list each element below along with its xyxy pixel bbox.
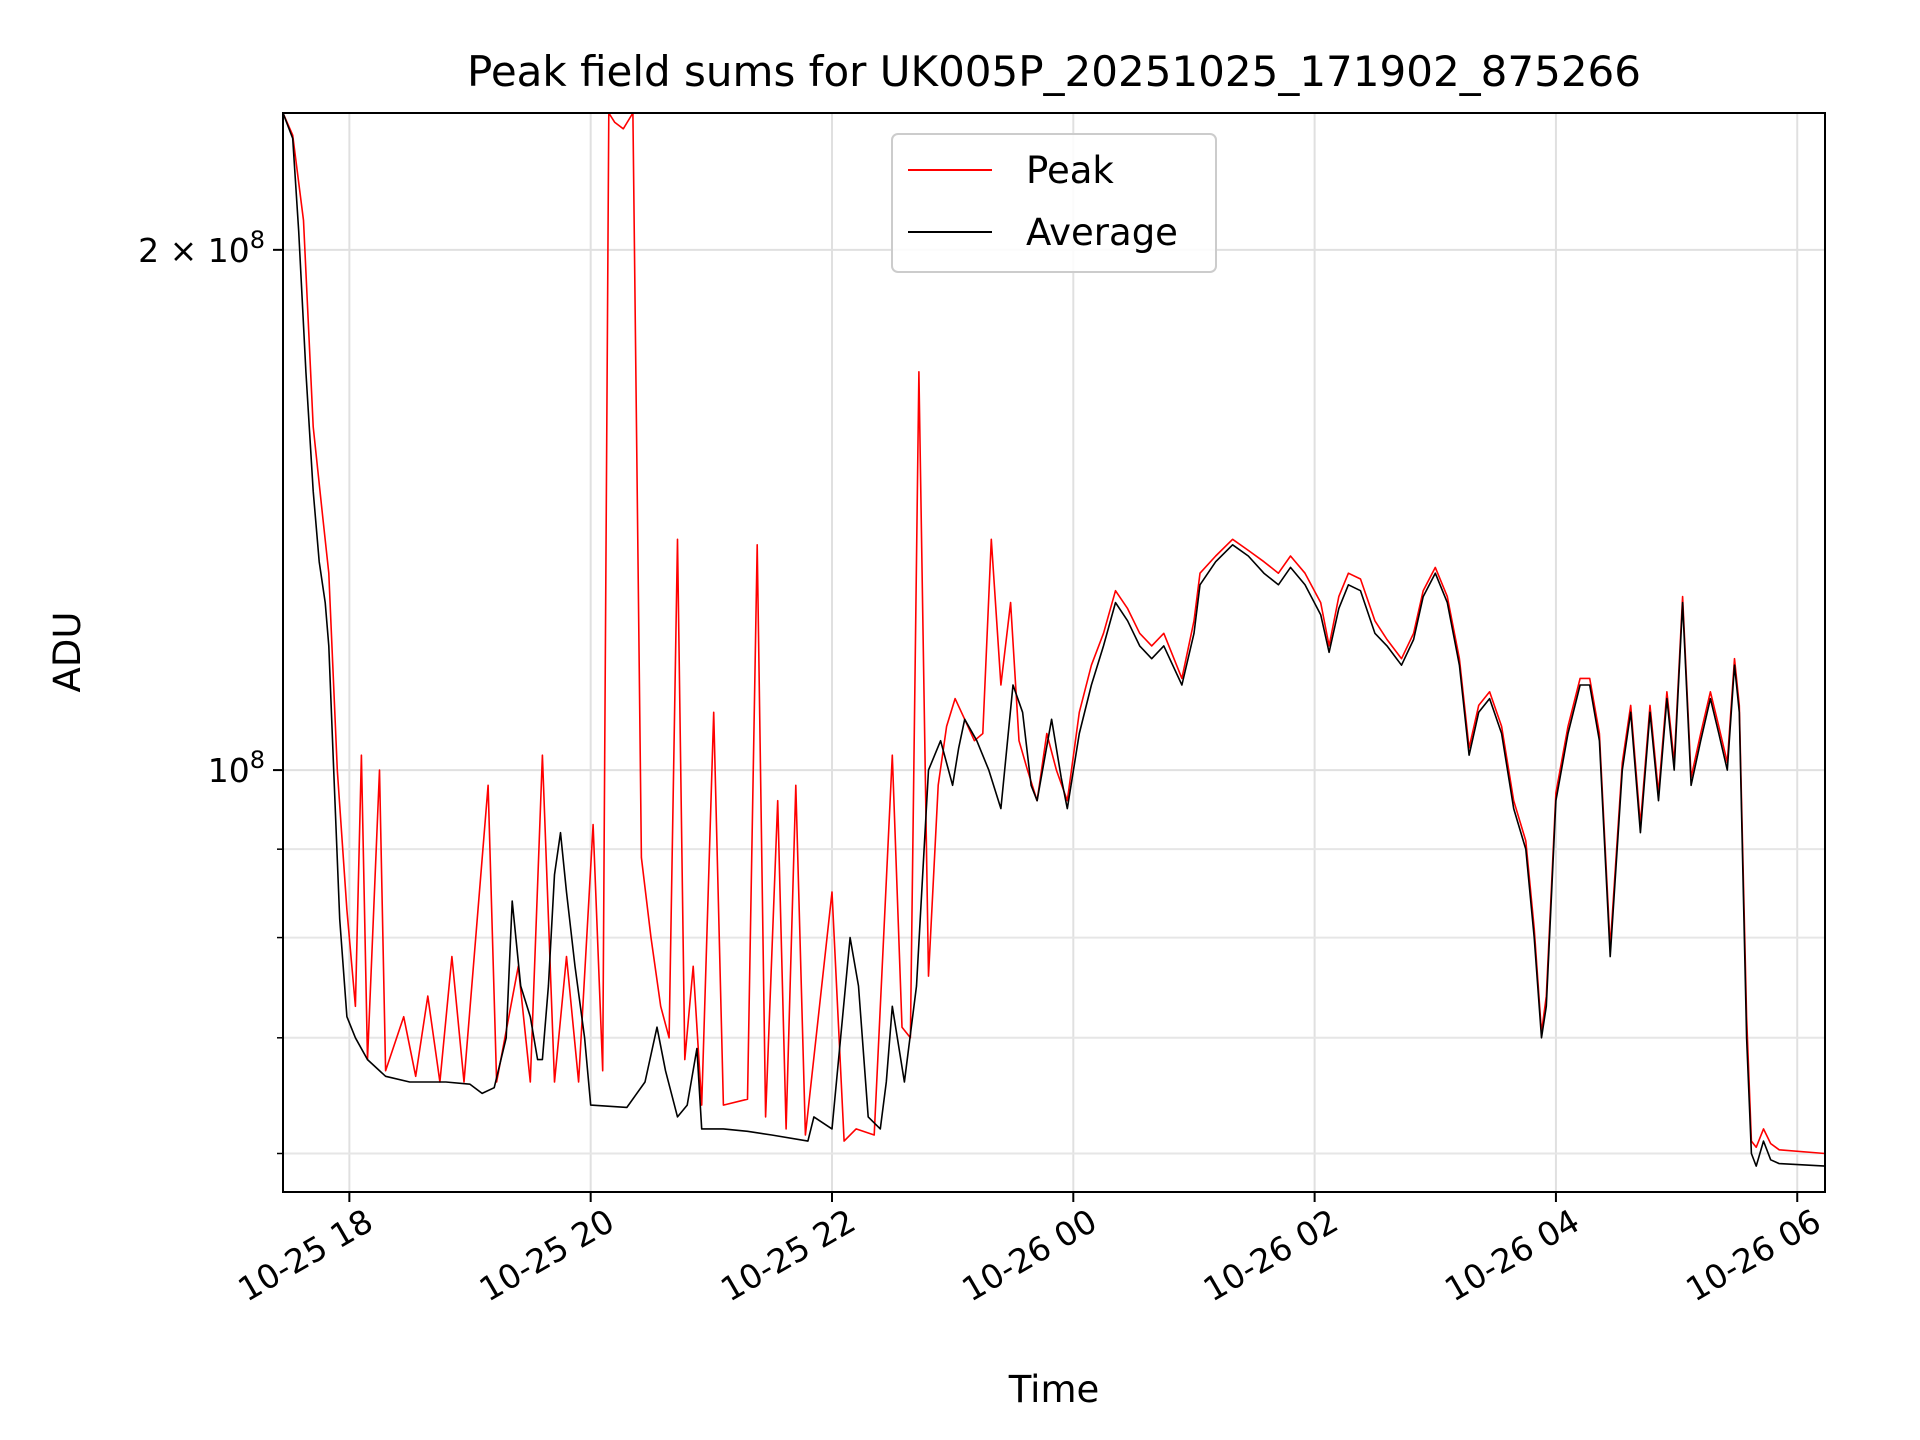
legend-box [891, 133, 1217, 273]
legend-peak-label: Peak [1026, 149, 1114, 192]
average-series [283, 113, 1825, 1167]
legend-average-label: Average [1026, 211, 1178, 254]
y-axis: 2 × 108 108 [138, 226, 283, 1155]
peak-line [283, 113, 1825, 1155]
peak-series [283, 113, 1825, 1155]
grid [283, 113, 1825, 1192]
chart-title: Peak field sums for UK005P_20251025_1719… [467, 47, 1641, 96]
y-tick-label: 2 × 108 [138, 226, 265, 270]
y-tick-label: 108 [208, 746, 265, 790]
plot-frame [282, 112, 1826, 1193]
x-axis-label: Time [1008, 1368, 1100, 1411]
legend: Peak Average [891, 133, 1217, 273]
y-axis-label: ADU [46, 612, 89, 693]
average-line [283, 113, 1825, 1167]
